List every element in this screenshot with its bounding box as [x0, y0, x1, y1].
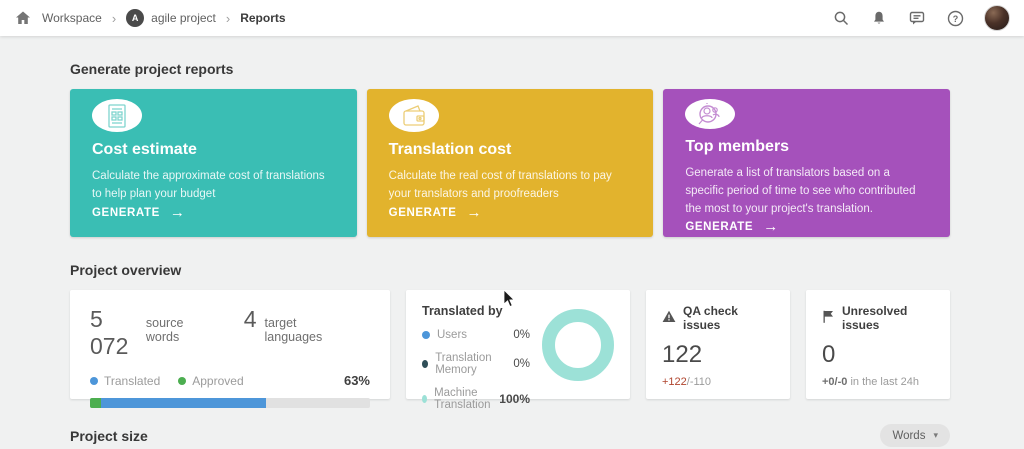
flag-icon: [822, 310, 835, 326]
card-description: Calculate the real cost of translations …: [388, 170, 612, 201]
generate-button[interactable]: GENERATE →: [92, 204, 335, 221]
home-icon[interactable]: [14, 9, 32, 27]
qa-issues-delta: +122/-110: [662, 376, 712, 388]
target-languages-value: 4: [243, 306, 257, 332]
translated-by-title: Translated by: [422, 304, 503, 318]
source-words-label: source words: [145, 316, 184, 344]
source-words-value: 5 072: [90, 306, 129, 359]
chevron-right-icon: ›: [225, 10, 231, 26]
unresolved-issues-title: Unresolved issues: [842, 304, 908, 332]
translation-memory-dot: [422, 360, 429, 368]
qa-check-issues-title: QA check issues: [683, 304, 738, 332]
card-title: Cost estimate: [92, 141, 197, 159]
approved-dot: [178, 376, 187, 385]
chevron-down-icon: ▾: [933, 430, 938, 440]
legend-translated: Translated: [90, 374, 160, 388]
generate-button[interactable]: GENERATE →: [389, 204, 632, 221]
generate-button[interactable]: GENERATE →: [685, 218, 928, 235]
translated-by-row-machine-translation: Machine Translation 100%: [422, 387, 530, 411]
cost-estimate-icon: [92, 99, 142, 133]
translated-segment: [101, 398, 267, 408]
card-title: Top members: [685, 138, 790, 155]
messages-icon[interactable]: [908, 9, 926, 27]
top-navigation-bar: Workspace › A agile project › Reports ?: [0, 0, 1024, 36]
cost-estimate-card[interactable]: Cost estimate Calculate the approximate …: [70, 89, 357, 237]
units-dropdown[interactable]: Words ▾: [880, 424, 950, 447]
translated-by-row-users: Users 0%: [422, 329, 530, 341]
translated-by-donut-chart: [542, 308, 614, 381]
generate-cards-row: Cost estimate Calculate the approximate …: [70, 89, 951, 237]
translated-dot: [90, 376, 98, 385]
arrow-right-icon: →: [763, 218, 779, 236]
project-stats-card: 5 072 source words 4 target languages Tr…: [70, 290, 390, 408]
target-languages-label: target languages: [264, 316, 323, 344]
wallet-icon: [388, 99, 439, 133]
user-avatar[interactable]: [984, 5, 1010, 31]
main-content: Generate project reports Cost estimate C…: [0, 61, 1024, 449]
overview-cards-row: 5 072 source words 4 target languages Tr…: [70, 290, 950, 411]
translated-percent: 63%: [343, 373, 370, 388]
topbar-actions: ?: [832, 5, 1010, 31]
machine-translation-dot: [422, 395, 428, 403]
approved-segment: [90, 398, 102, 408]
notifications-bell-icon[interactable]: [870, 9, 888, 27]
progress-legend: Translated Approved 63%: [90, 373, 370, 388]
chevron-right-icon: ›: [111, 10, 117, 26]
project-overview-title: Project overview: [70, 262, 182, 278]
qa-check-issues-card: QA check issues 122 +122/-110: [646, 290, 790, 399]
translated-by-card: Translated by Users 0% Translation Memor…: [406, 290, 630, 411]
card-description: Generate a list of translators based on …: [685, 167, 916, 215]
card-description: Calculate the approximate cost of transl…: [92, 170, 325, 201]
card-title: Translation cost: [388, 141, 512, 159]
warning-triangle-icon: [662, 310, 676, 326]
breadcrumb-workspace[interactable]: Workspace: [42, 11, 102, 25]
unresolved-issues-delta: +0/-0 in the last 24h: [822, 376, 919, 388]
translation-cost-card[interactable]: Translation cost Calculate the real cost…: [366, 89, 654, 237]
project-size-title: Project size: [70, 427, 148, 444]
generate-reports-title: Generate project reports: [70, 61, 234, 77]
legend-approved: Approved: [178, 374, 244, 388]
arrow-right-icon: →: [169, 204, 186, 221]
translated-by-row-translation-memory: Translation Memory 0%: [422, 352, 530, 376]
help-icon[interactable]: ?: [946, 9, 964, 27]
translation-progress-bar: [90, 398, 370, 408]
breadcrumb: Workspace › A agile project › Reports: [14, 9, 286, 27]
top-members-icon: [685, 99, 736, 129]
breadcrumb-reports: Reports: [240, 11, 286, 25]
unresolved-issues-count: 0: [822, 341, 836, 368]
top-members-card[interactable]: Top members Generate a list of translato…: [663, 89, 951, 237]
users-dot: [422, 331, 430, 339]
unresolved-issues-card: Unresolved issues 0 +0/-0 in the last 24…: [806, 290, 950, 399]
qa-issues-count: 122: [662, 341, 703, 368]
project-avatar: A: [126, 9, 145, 27]
search-icon[interactable]: [832, 9, 850, 27]
svg-text:?: ?: [952, 14, 958, 24]
breadcrumb-project-label: agile project: [151, 11, 216, 25]
arrow-right-icon: →: [466, 204, 483, 221]
breadcrumb-project[interactable]: A agile project: [126, 9, 216, 27]
